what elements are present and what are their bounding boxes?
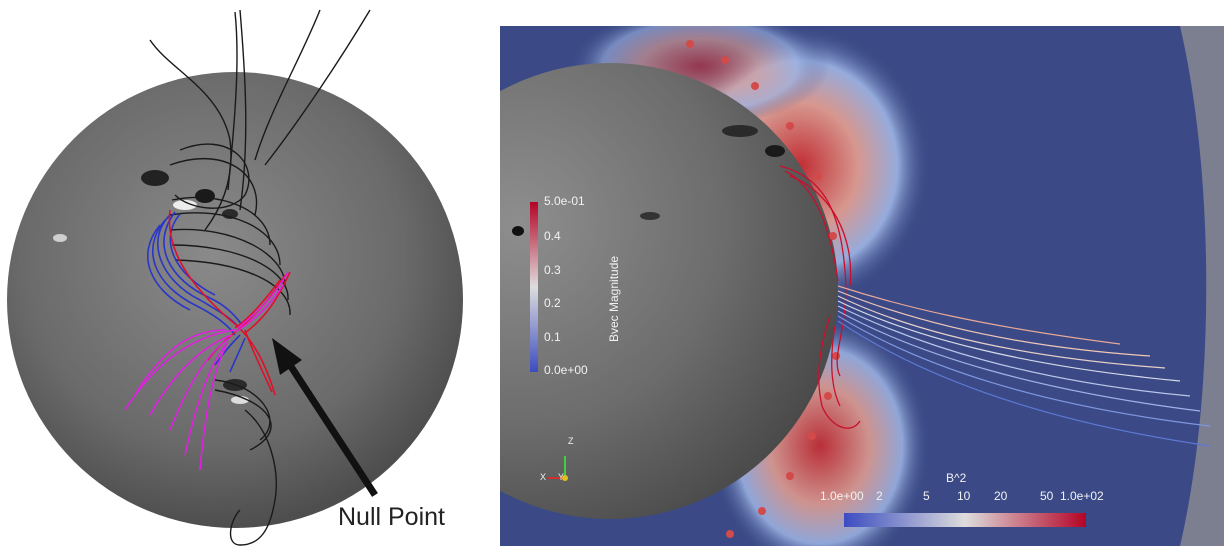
cb-tick-4: 0.1 — [544, 330, 561, 344]
colorbar-vertical-title: Bvec Magnitude — [607, 255, 621, 342]
cb-tick-0: 5.0e-01 — [544, 194, 585, 208]
cb2-tick-1: 2 — [876, 489, 883, 503]
cb2-tick-2: 5 — [923, 489, 930, 503]
colorbar-vertical — [530, 202, 538, 372]
sun-field-lines-image — [7, 9, 463, 546]
cb2-tick-5: 50 — [1040, 489, 1054, 503]
cb-tick-2: 0.3 — [544, 263, 561, 277]
axis-y-label: Y — [558, 472, 565, 482]
outer-boundary — [1180, 26, 1224, 546]
axis-x-label: X — [540, 472, 547, 482]
cb-tick-1: 0.4 — [544, 229, 561, 243]
sun-disk — [7, 72, 463, 528]
null-point-arrow — [272, 338, 378, 497]
limb-features — [686, 40, 840, 538]
cb2-tick-0: 1.0e+00 — [820, 489, 864, 503]
outgoing-streamlines — [837, 285, 1211, 447]
cb-tick-5: 0.0e+00 — [544, 363, 588, 377]
blue-field-lines — [146, 211, 246, 373]
sunspots-right — [512, 125, 785, 236]
left-panel: Null Point — [0, 0, 490, 552]
magenta-field-lines — [124, 271, 289, 471]
null-point-label: Null Point — [338, 503, 445, 531]
axis-z-label: Z — [568, 436, 574, 446]
cb2-tick-4: 20 — [994, 489, 1008, 503]
cb2-tick-3: 10 — [957, 489, 971, 503]
red-streamlines — [779, 165, 861, 429]
black-field-lines — [149, 9, 371, 546]
colorbar-horizontal — [844, 513, 1086, 527]
cb2-tick-6: 1.0e+02 — [1060, 489, 1104, 503]
cb2-title: B^2 — [946, 471, 967, 485]
cb-tick-3: 0.2 — [544, 296, 561, 310]
axes-triad — [548, 456, 568, 481]
